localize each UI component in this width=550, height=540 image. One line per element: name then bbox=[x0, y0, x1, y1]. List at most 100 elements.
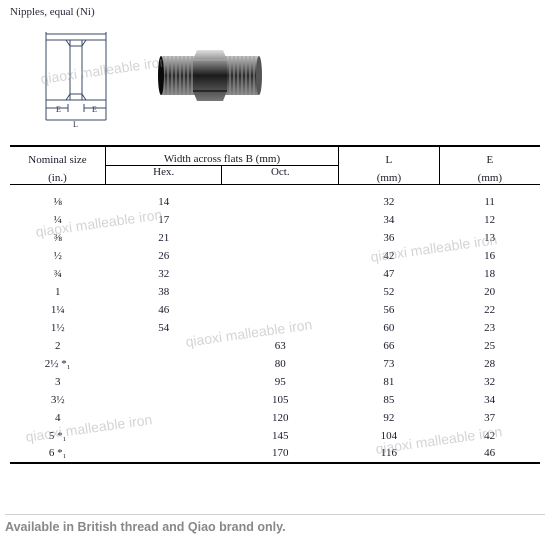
cell-hex: 54 bbox=[105, 319, 222, 337]
cell-size: 1 bbox=[10, 283, 105, 301]
cell-hex: 26 bbox=[105, 247, 222, 265]
cell-E: 42 bbox=[439, 427, 540, 445]
cell-L: 34 bbox=[339, 211, 440, 229]
fitting-photo bbox=[155, 38, 265, 113]
cell-hex: 38 bbox=[105, 283, 222, 301]
th-width-flats: Width across flats B (mm) bbox=[105, 146, 338, 166]
table-row: ⅜213613 bbox=[10, 229, 540, 247]
th-nominal: Nominal size (in.) bbox=[10, 146, 105, 185]
cell-E: 37 bbox=[439, 409, 540, 427]
cell-oct: 145 bbox=[222, 427, 339, 445]
cell-E: 16 bbox=[439, 247, 540, 265]
cell-E: 25 bbox=[439, 337, 540, 355]
cell-L: 52 bbox=[339, 283, 440, 301]
table-row: 5 *₁ 14510442 bbox=[10, 427, 540, 445]
cell-hex: 46 bbox=[105, 301, 222, 319]
th-oct: Oct. bbox=[222, 166, 339, 185]
cell-L: 47 bbox=[339, 265, 440, 283]
cell-size: 6 *₁ bbox=[10, 445, 105, 463]
cell-oct: 80 bbox=[222, 355, 339, 373]
cell-oct bbox=[222, 229, 339, 247]
cell-hex bbox=[105, 355, 222, 373]
cell-L: 104 bbox=[339, 427, 440, 445]
table-row: 3958132 bbox=[10, 373, 540, 391]
cell-oct bbox=[222, 301, 339, 319]
th-e-label: E bbox=[440, 154, 540, 166]
cell-oct bbox=[222, 193, 339, 211]
table-row: ½26 4216 bbox=[10, 247, 540, 265]
cell-size: 3 bbox=[10, 373, 105, 391]
cell-E: 23 bbox=[439, 319, 540, 337]
cell-E: 28 bbox=[439, 355, 540, 373]
cell-size: 1½ bbox=[10, 319, 105, 337]
cell-hex bbox=[105, 445, 222, 463]
cell-L: 73 bbox=[339, 355, 440, 373]
cell-E: 46 bbox=[439, 445, 540, 463]
cell-L: 36 bbox=[339, 229, 440, 247]
cell-E: 11 bbox=[439, 193, 540, 211]
cell-oct bbox=[222, 283, 339, 301]
cell-oct: 95 bbox=[222, 373, 339, 391]
cell-hex bbox=[105, 337, 222, 355]
cell-L: 85 bbox=[339, 391, 440, 409]
cell-hex: 17 bbox=[105, 211, 222, 229]
cell-size: 2 bbox=[10, 337, 105, 355]
cell-oct: 170 bbox=[222, 445, 339, 463]
table-row: 1¼465622 bbox=[10, 301, 540, 319]
cell-L: 56 bbox=[339, 301, 440, 319]
cell-L: 116 bbox=[339, 445, 440, 463]
th-hex: Hex. bbox=[105, 166, 222, 185]
cell-E: 18 bbox=[439, 265, 540, 283]
cell-hex: 14 bbox=[105, 193, 222, 211]
cell-oct: 63 bbox=[222, 337, 339, 355]
cell-size: 3½ bbox=[10, 391, 105, 409]
diagram-area: E E L bbox=[10, 28, 270, 128]
cell-L: 42 bbox=[339, 247, 440, 265]
cell-hex bbox=[105, 391, 222, 409]
th-e-unit: (mm) bbox=[440, 172, 540, 184]
cell-hex bbox=[105, 373, 222, 391]
spec-table-wrap: Nominal size (in.) Width across flats B … bbox=[10, 145, 540, 464]
table-row: 1½546023 bbox=[10, 319, 540, 337]
table-row: 2 636625 bbox=[10, 337, 540, 355]
cell-L: 32 bbox=[339, 193, 440, 211]
th-l-unit: (mm) bbox=[339, 172, 439, 184]
cell-L: 92 bbox=[339, 409, 440, 427]
cell-oct bbox=[222, 319, 339, 337]
spec-table-body: ⅛143211¼173412⅜213613½264216¾32471813852… bbox=[10, 185, 540, 463]
cell-E: 22 bbox=[439, 301, 540, 319]
cell-size: ⅛ bbox=[10, 193, 105, 211]
cell-hex: 21 bbox=[105, 229, 222, 247]
cell-hex bbox=[105, 427, 222, 445]
footer-note: Available in British thread and Qiao bra… bbox=[5, 514, 545, 534]
th-nominal-unit: (in.) bbox=[10, 172, 105, 184]
spec-table: Nominal size (in.) Width across flats B … bbox=[10, 145, 540, 464]
table-row: 2½ *₁ 807328 bbox=[10, 355, 540, 373]
dim-label-e-right: E bbox=[92, 105, 97, 114]
dim-label-l: L bbox=[73, 120, 78, 129]
cell-size: 5 *₁ bbox=[10, 427, 105, 445]
th-l-label: L bbox=[339, 154, 439, 166]
th-nominal-label: Nominal size bbox=[10, 154, 105, 166]
cell-oct bbox=[222, 211, 339, 229]
cell-oct bbox=[222, 265, 339, 283]
cell-L: 66 bbox=[339, 337, 440, 355]
table-row: 6 *₁ 17011646 bbox=[10, 445, 540, 463]
cell-E: 34 bbox=[439, 391, 540, 409]
dim-label-e-left: E bbox=[56, 105, 61, 114]
page-title: Nipples, equal (Ni) bbox=[10, 6, 95, 18]
table-row: ¾324718 bbox=[10, 265, 540, 283]
cell-E: 32 bbox=[439, 373, 540, 391]
cell-size: 2½ *₁ bbox=[10, 355, 105, 373]
cell-size: ½ bbox=[10, 247, 105, 265]
table-row: ¼17 3412 bbox=[10, 211, 540, 229]
cell-size: ¼ bbox=[10, 211, 105, 229]
table-row: ⅛14 3211 bbox=[10, 193, 540, 211]
th-e: E (mm) bbox=[439, 146, 540, 185]
table-row: 3½1058534 bbox=[10, 391, 540, 409]
cell-hex: 32 bbox=[105, 265, 222, 283]
th-l: L (mm) bbox=[339, 146, 440, 185]
cell-oct: 120 bbox=[222, 409, 339, 427]
cell-E: 12 bbox=[439, 211, 540, 229]
table-row: 41209237 bbox=[10, 409, 540, 427]
